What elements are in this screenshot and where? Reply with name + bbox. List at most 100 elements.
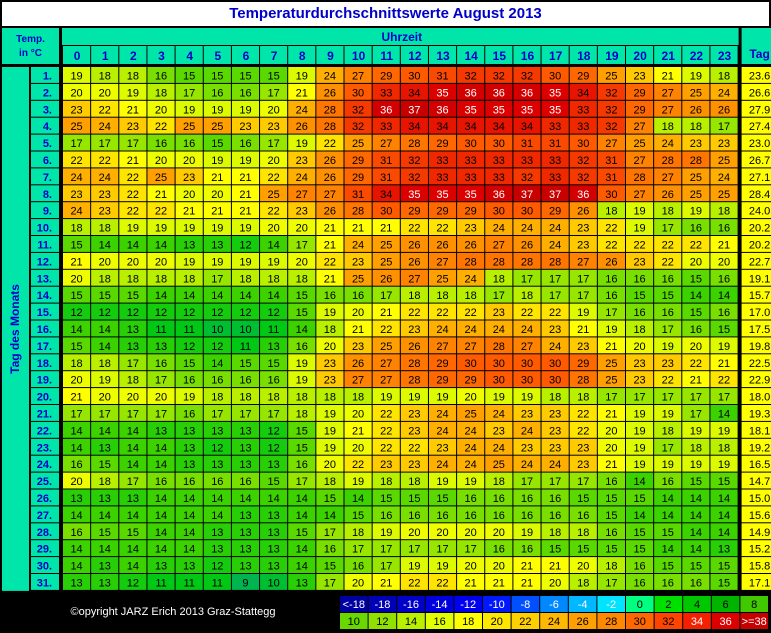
cell-value-label: 19 — [662, 409, 674, 421]
hour-header-cell — [119, 46, 147, 64]
hour-tick-label: 6 — [243, 49, 250, 63]
cell-value-label: 26 — [521, 240, 533, 252]
heatmap-cell — [203, 185, 231, 202]
cell-value-label: 29 — [436, 358, 448, 370]
heatmap-cell — [569, 202, 597, 219]
day-tick-label: 18. — [37, 358, 52, 370]
heatmap-cell — [203, 117, 231, 134]
avg-cell — [741, 489, 771, 506]
heatmap-cell — [175, 354, 203, 371]
day-header-cell — [31, 506, 59, 523]
heatmap-cell — [457, 405, 485, 421]
cell-value-label: 13 — [268, 527, 280, 539]
heatmap-cell — [344, 540, 372, 557]
cell-value-label: 21 — [605, 341, 617, 353]
cell-value-label: 12 — [183, 307, 195, 319]
cell-value-label: 18 — [239, 392, 251, 404]
cell-value-label: 15 — [633, 493, 645, 505]
heatmap-cell — [400, 168, 428, 185]
cell-value-label: 14 — [127, 510, 139, 522]
cell-value-label: 24 — [493, 223, 505, 235]
heatmap-cell — [597, 337, 625, 354]
heatmap-cell — [147, 134, 175, 151]
cell-value-label: 17 — [718, 392, 730, 404]
cell-value-label: 16 — [155, 476, 167, 488]
heatmap-cell — [231, 438, 260, 455]
legend-label: 18 — [462, 616, 474, 628]
hour-tick-label: 17 — [549, 49, 563, 63]
cell-value-label: 14 — [70, 442, 82, 454]
cell-value-label: 18 — [605, 561, 617, 573]
heatmap-cell — [288, 438, 316, 455]
cell-value-label: 26 — [577, 206, 589, 218]
cell-value-label: 36 — [493, 87, 505, 99]
cell-value-label: 32 — [605, 121, 617, 133]
heatmap-cell — [260, 269, 288, 286]
heatmap-cell — [316, 286, 344, 303]
heatmap-cell — [203, 523, 231, 540]
heatmap-cell — [344, 83, 372, 100]
cell-value-label: 12 — [211, 561, 223, 573]
cell-value-label: 23 — [183, 172, 195, 184]
heatmap-cell — [119, 185, 147, 202]
cell-value-label: 27 — [436, 256, 448, 268]
heatmap-cell — [260, 134, 288, 151]
hour-tick-label: 18 — [577, 49, 591, 63]
legend-swatch — [540, 613, 568, 629]
heatmap-cell — [372, 354, 400, 371]
cell-value-label: 28 — [324, 104, 336, 116]
cell-value-label: 15 — [662, 290, 674, 302]
cell-value-label: 14 — [211, 493, 223, 505]
heatmap-cell — [710, 506, 738, 523]
heatmap-cell — [569, 438, 597, 455]
cell-value-label: 19 — [605, 324, 617, 336]
heatmap-cell — [260, 286, 288, 303]
heatmap-cell — [626, 388, 654, 404]
heatmap-cell — [428, 185, 457, 202]
cell-value-label: 29 — [436, 375, 448, 387]
heatmap-cell — [400, 286, 428, 303]
heatmap-cell — [260, 252, 288, 269]
cell-value-label: 14 — [70, 324, 82, 336]
heatmap-cell — [288, 151, 316, 168]
cell-value-label: 33 — [493, 172, 505, 184]
heatmap-cell — [513, 202, 541, 219]
heatmap-cell — [682, 219, 710, 235]
hour-tick-label: 16 — [521, 49, 535, 63]
heatmap-cell — [513, 438, 541, 455]
cell-value-label: 14 — [718, 493, 730, 505]
cell-value-label: 25 — [183, 121, 195, 133]
heatmap-cell — [316, 489, 344, 506]
heatmap-cell — [569, 371, 597, 388]
heatmap-cell — [626, 252, 654, 269]
cell-value-label: 20 — [324, 459, 336, 471]
cell-value-label: 16 — [662, 578, 674, 590]
avg-cell — [741, 354, 771, 371]
cell-value-label: 18 — [155, 87, 167, 99]
cell-value-label: 15 — [633, 544, 645, 556]
heatmap-cell — [175, 472, 203, 489]
cell-value-label: 19 — [408, 561, 420, 573]
cell-value-label: 16 — [718, 223, 730, 235]
cell-value-label: 19 — [155, 223, 167, 235]
heatmap-cell — [203, 269, 231, 286]
heatmap-cell — [569, 540, 597, 557]
cell-value-label: 27 — [521, 341, 533, 353]
cell-value-label: 18 — [268, 392, 280, 404]
cell-value-label: 17 — [577, 273, 589, 285]
heatmap-cell — [288, 303, 316, 320]
cell-value-label: 26 — [352, 358, 364, 370]
cell-value-label: 29 — [633, 104, 645, 116]
heatmap-cell — [400, 472, 428, 489]
hour-header-cell — [682, 46, 710, 64]
day-header-cell — [31, 236, 59, 252]
heatmap-cell — [400, 405, 428, 421]
day-header-cell — [31, 371, 59, 388]
cell-value-label: 13 — [99, 442, 111, 454]
cell-value-label: 19 — [633, 459, 645, 471]
avg-cell — [741, 100, 771, 117]
cell-value-label: 19 — [296, 375, 308, 387]
legend-label: 36 — [719, 616, 731, 628]
heatmap-cell — [682, 303, 710, 320]
heatmap-cell — [541, 303, 569, 320]
